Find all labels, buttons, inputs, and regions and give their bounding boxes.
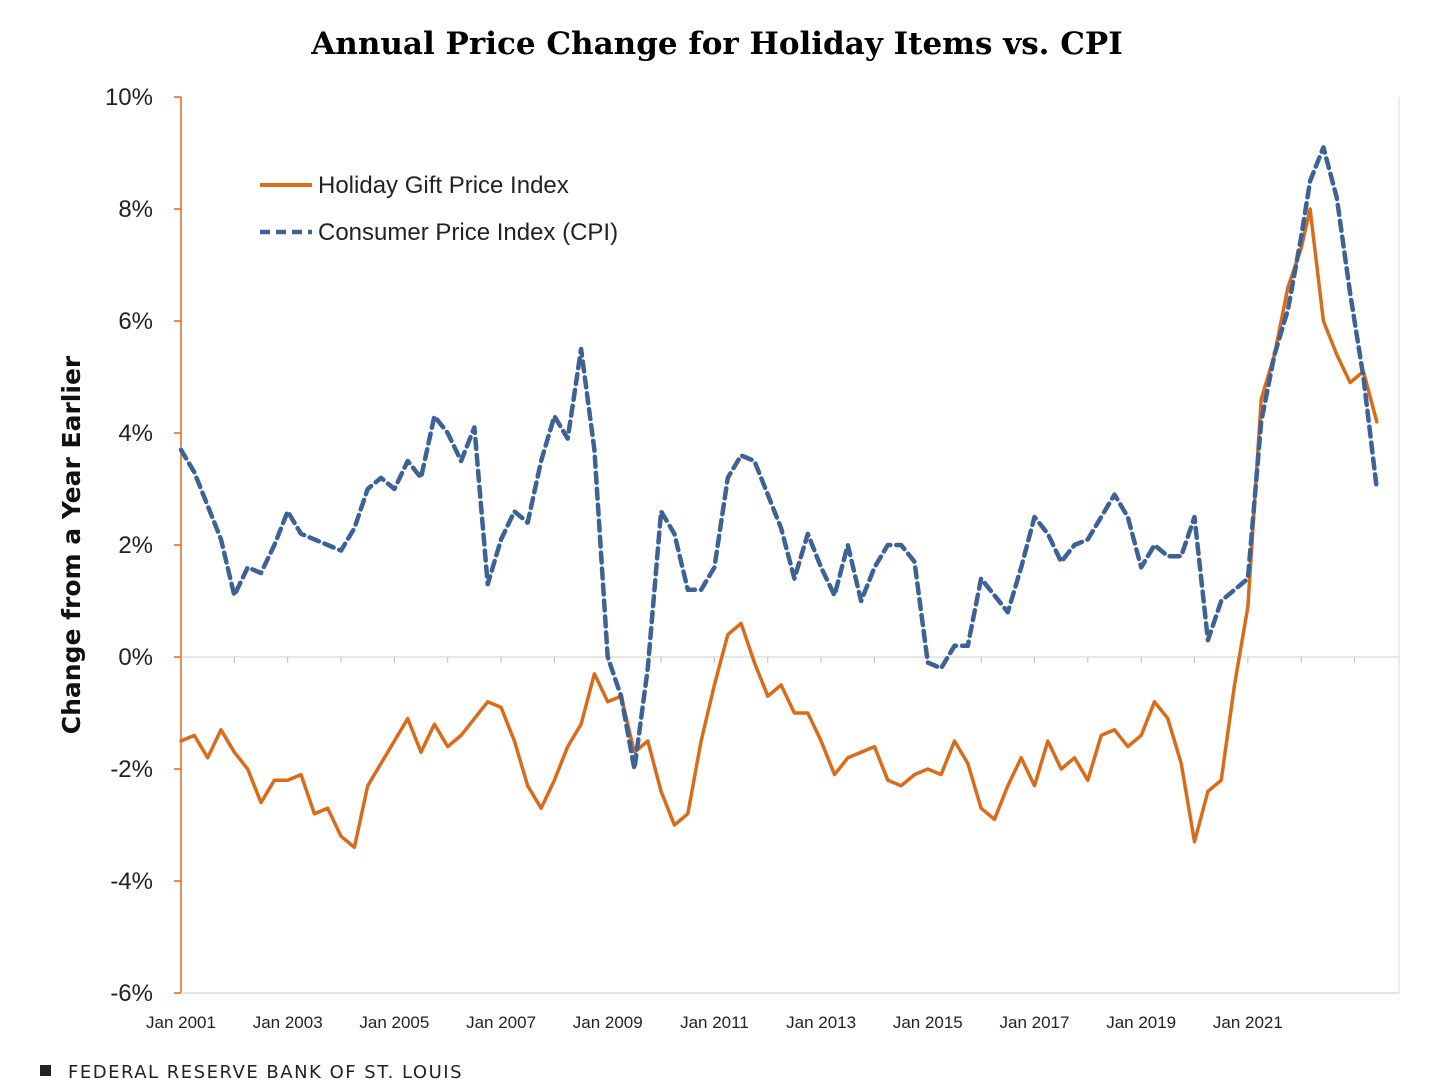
y-tick-label: 4% (118, 420, 153, 447)
y-tick-label: -4% (110, 868, 153, 895)
y-axis-ticks: 10% 8% 6% 4% 2% 0% -2% -4% -6% (105, 84, 181, 1007)
y-tick-label: 2% (118, 532, 153, 559)
source-label: FEDERAL RESERVE BANK OF ST. LOUIS (68, 1062, 463, 1083)
y-tick-label: -6% (110, 980, 153, 1007)
x-tick-label: Jan 2009 (573, 1013, 643, 1032)
x-tick-label: Jan 2005 (359, 1013, 429, 1032)
chart-title: Annual Price Change for Holiday Items vs… (310, 26, 1123, 62)
y-tick-label: 6% (118, 308, 153, 335)
y-tick-label: 8% (118, 196, 153, 223)
legend: Holiday Gift Price Index Consumer Price … (260, 172, 618, 246)
x-tick-label: Jan 2019 (1106, 1013, 1176, 1032)
legend-label-cpi: Consumer Price Index (CPI) (318, 219, 618, 246)
x-axis-ticks: Jan 2001 Jan 2003 Jan 2005 Jan 2007 Jan 2009… (146, 657, 1356, 1032)
y-tick-label: -2% (110, 756, 153, 783)
source-square-icon (40, 1065, 51, 1076)
x-tick-label: Jan 2001 (146, 1013, 216, 1032)
x-tick-label: Jan 2021 (1213, 1013, 1283, 1032)
x-tick-label: Jan 2011 (680, 1013, 749, 1032)
y-axis-label: Change from a Year Earlier (57, 355, 86, 734)
series-line-holiday-gift (179, 207, 1379, 850)
x-tick-label: Jan 2017 (1000, 1013, 1070, 1032)
y-tick-label: 0% (118, 644, 153, 671)
x-tick-label: Jan 2003 (253, 1013, 323, 1032)
x-tick-label: Jan 2007 (466, 1013, 536, 1032)
x-tick-label: Jan 2015 (893, 1013, 963, 1032)
legend-label-holiday: Holiday Gift Price Index (318, 172, 569, 199)
x-tick-label: Jan 2013 (786, 1013, 856, 1032)
y-tick-label: 10% (105, 84, 153, 111)
series-layer (178, 145, 1380, 850)
series-line-cpi (178, 145, 1380, 772)
